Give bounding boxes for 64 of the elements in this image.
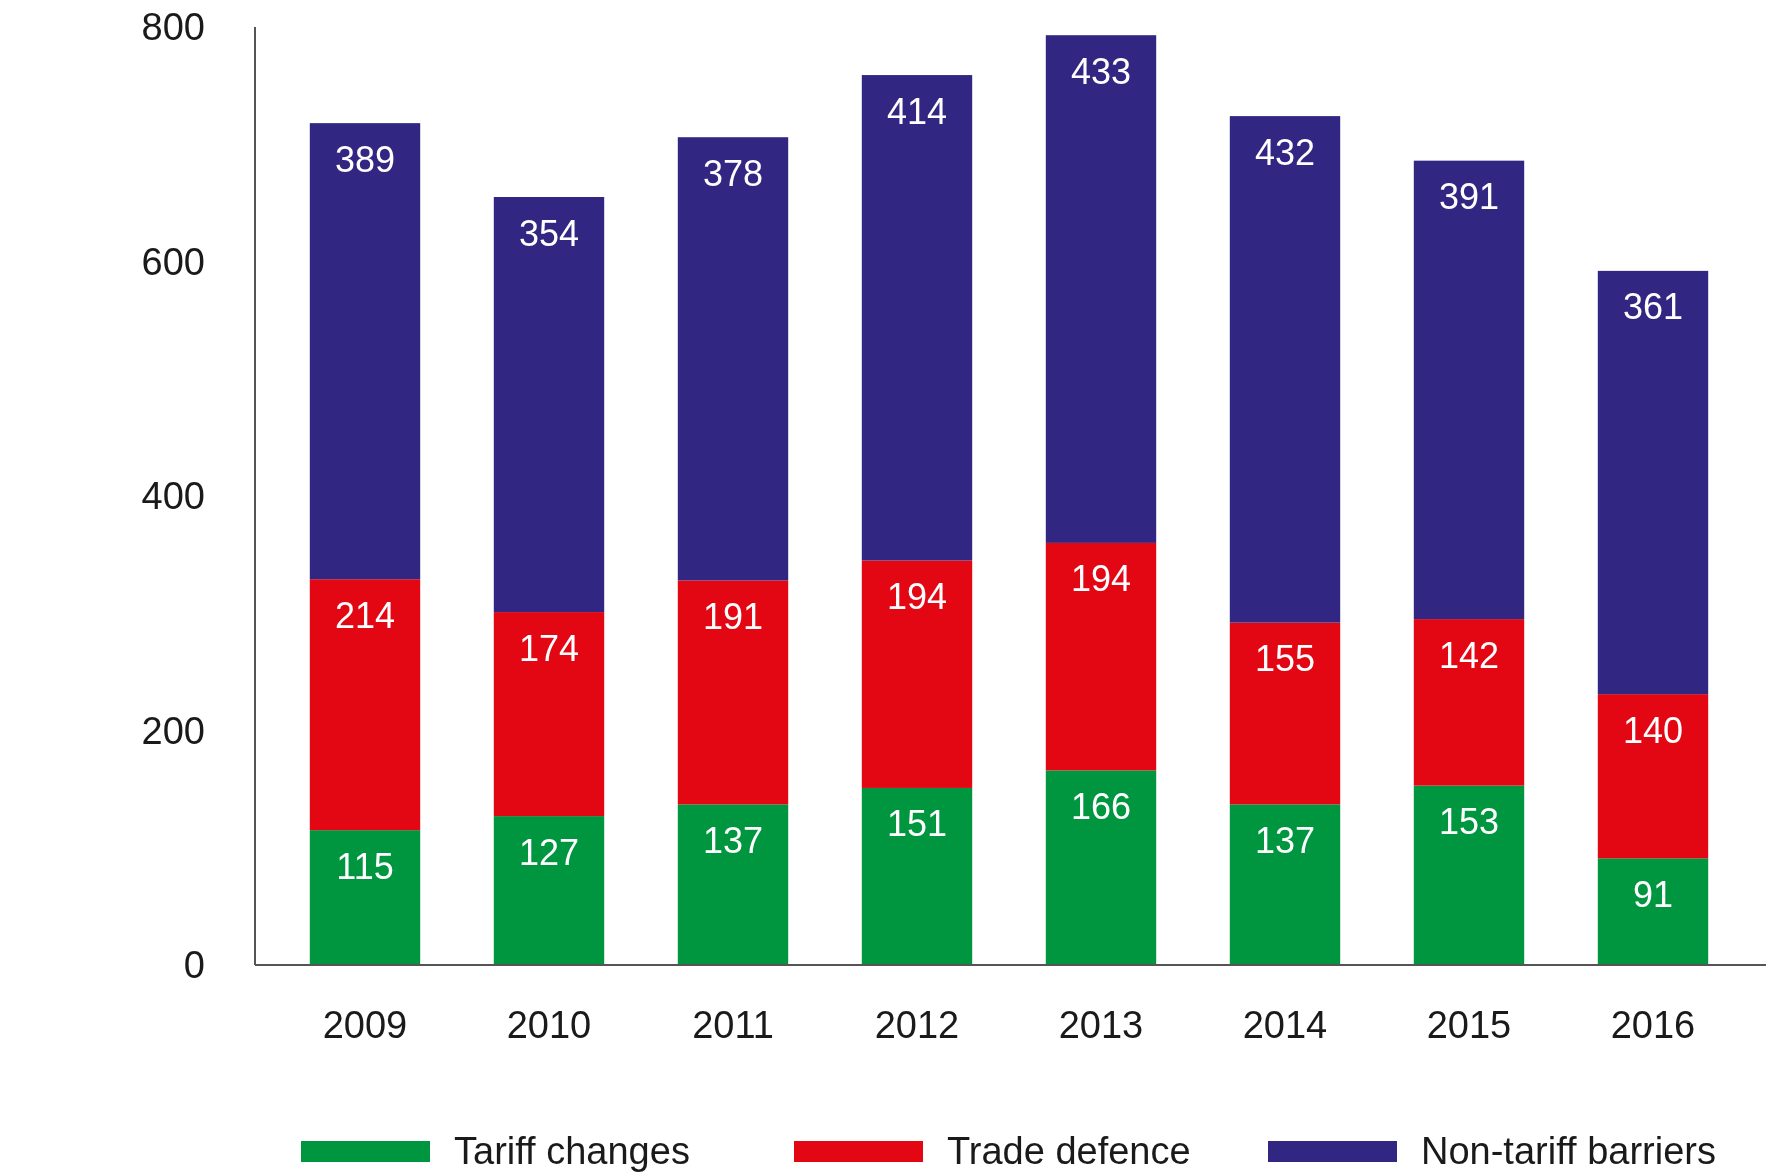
x-tick-label: 2016	[1610, 1004, 1696, 1046]
y-tick-label: 200	[141, 709, 205, 752]
data-label: 151	[886, 803, 948, 845]
data-label: 174	[518, 627, 580, 669]
data-label: 378	[702, 152, 764, 194]
bar	[1597, 270, 1709, 695]
data-label: 432	[1254, 131, 1316, 173]
data-label: 194	[1070, 558, 1132, 600]
data-label: 137	[702, 819, 764, 861]
legend-label: Tariff changes	[454, 1130, 690, 1172]
data-label: 433	[1070, 50, 1132, 92]
bar	[309, 123, 421, 580]
data-label: 140	[1622, 709, 1684, 751]
bar	[309, 579, 421, 831]
data-label: 414	[886, 90, 948, 132]
x-tick-label: 2009	[322, 1004, 408, 1046]
data-label: 155	[1254, 638, 1316, 680]
data-label: 166	[1070, 785, 1132, 827]
data-label: 142	[1438, 634, 1500, 676]
bar	[493, 612, 605, 817]
y-tick-label: 0	[183, 944, 205, 986]
y-tick-label: 600	[141, 240, 205, 283]
x-tick-label: 2013	[1058, 1004, 1144, 1046]
bar	[861, 75, 973, 561]
data-label: 115	[336, 845, 394, 887]
legend-label: Non-tariff barriers	[1421, 1130, 1716, 1172]
bar	[677, 804, 789, 965]
data-label: 137	[1254, 819, 1316, 861]
y-tick-label: 800	[141, 6, 205, 48]
data-label: 91	[1632, 873, 1674, 915]
bar	[1045, 35, 1157, 543]
bar	[1413, 160, 1525, 620]
bar	[1413, 619, 1525, 786]
data-label: 153	[1438, 801, 1500, 843]
x-tick-label: 2010	[506, 1004, 592, 1046]
legend-label: Trade defence	[947, 1130, 1191, 1172]
bar	[493, 816, 605, 965]
bar	[1229, 622, 1341, 805]
bar	[1229, 804, 1341, 965]
data-label: 214	[334, 594, 396, 636]
y-tick-label: 400	[141, 475, 205, 517]
bar	[677, 580, 789, 805]
bar	[493, 197, 605, 613]
data-label: 127	[518, 831, 580, 873]
data-label: 194	[886, 575, 948, 617]
bar	[1229, 116, 1341, 623]
bar	[309, 830, 421, 965]
bar	[1045, 542, 1157, 771]
bar	[861, 787, 973, 965]
data-label: 191	[702, 595, 764, 637]
bar	[1413, 785, 1525, 965]
bar	[861, 560, 973, 788]
x-tick-label: 2011	[692, 1004, 774, 1046]
x-tick-label: 2012	[874, 1004, 960, 1046]
data-label: 361	[1622, 286, 1684, 328]
data-label: 389	[334, 138, 396, 180]
data-label: 391	[1438, 176, 1500, 218]
x-tick-label: 2014	[1242, 1004, 1328, 1046]
bar	[677, 137, 789, 581]
bar	[1597, 694, 1709, 859]
bar	[1045, 770, 1157, 965]
data-label: 354	[518, 212, 580, 254]
x-tick-label: 2015	[1426, 1004, 1512, 1046]
bar	[1597, 858, 1709, 965]
